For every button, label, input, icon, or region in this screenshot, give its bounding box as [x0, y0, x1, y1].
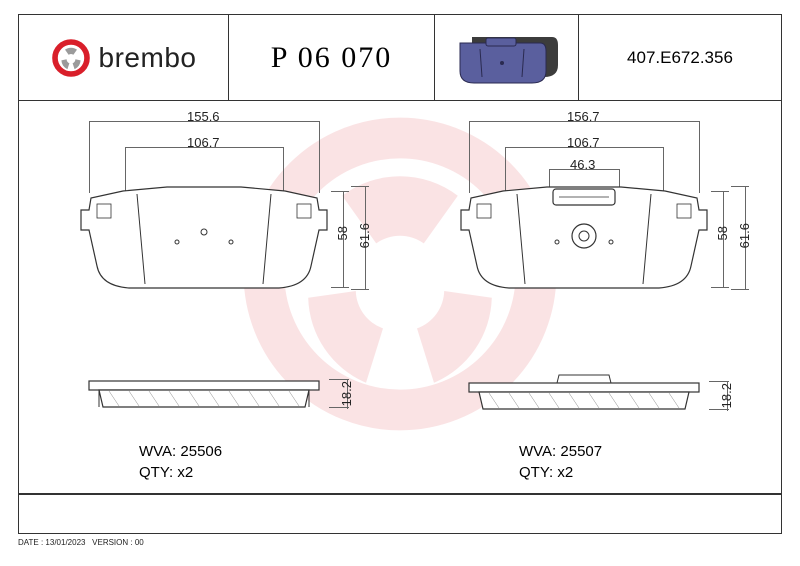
brembo-disc-icon: [51, 38, 91, 78]
drawing-sheet: brembo P 06 070 407.E672.356: [18, 14, 782, 534]
dim-width-clip-right: 46.3: [570, 157, 595, 172]
qty-value-right: x2: [557, 464, 573, 481]
pad-right-face: [459, 186, 709, 296]
header-row: brembo P 06 070 407.E672.356: [19, 15, 781, 101]
wva-label-left: WVA:: [139, 443, 176, 460]
footer-version: 00: [135, 538, 144, 547]
dim-width-inner-left: 106.7: [187, 135, 220, 150]
pad-left-face: [79, 186, 329, 296]
pad-right-side: [459, 373, 709, 417]
header-ref-cell: 407.E672.356: [579, 15, 781, 100]
pad-left-side: [79, 373, 329, 413]
wva-value-right: 25507: [560, 443, 602, 460]
dim-thickness-right: 18.2: [719, 383, 734, 408]
dim-height-inner-left: 58: [335, 226, 350, 240]
wva-value-left: 25506: [180, 443, 222, 460]
brake-pad-pair-icon: [452, 29, 562, 87]
wva-label-right: WVA:: [519, 443, 556, 460]
dim-height-inner-right: 58: [715, 226, 730, 240]
footer-date-label: DATE :: [18, 538, 43, 547]
brand-name: brembo: [99, 42, 197, 74]
qty-value-left: x2: [177, 464, 193, 481]
qty-label-right: QTY:: [519, 464, 553, 481]
dim-height-outer-left: 61.6: [357, 223, 372, 248]
header-logo-cell: brembo: [19, 15, 229, 100]
dim-thickness-left: 18.2: [339, 381, 354, 406]
pad-left-labels: WVA: 25506 QTY: x2: [139, 441, 222, 483]
qty-label-left: QTY:: [139, 464, 173, 481]
pad-right-labels: WVA: 25507 QTY: x2: [519, 441, 602, 483]
header-part-cell: P 06 070: [229, 15, 435, 100]
footer-date: 13/01/2023: [45, 538, 85, 547]
brembo-logo: brembo: [51, 38, 197, 78]
header-icon-cell: [435, 15, 579, 100]
dim-width-outer-left: 155.6: [187, 109, 220, 124]
footer-version-label: VERSION :: [92, 538, 132, 547]
dim-width-outer-right: 156.7: [567, 109, 600, 124]
drawing-body: 155.6 106.7 58: [19, 101, 781, 533]
dim-width-inner-right: 106.7: [567, 135, 600, 150]
part-number: P 06 070: [271, 41, 393, 75]
reference-number: 407.E672.356: [627, 48, 733, 68]
dim-height-outer-right: 61.6: [737, 223, 752, 248]
footer-meta: DATE : 13/01/2023 VERSION : 00: [18, 538, 144, 547]
